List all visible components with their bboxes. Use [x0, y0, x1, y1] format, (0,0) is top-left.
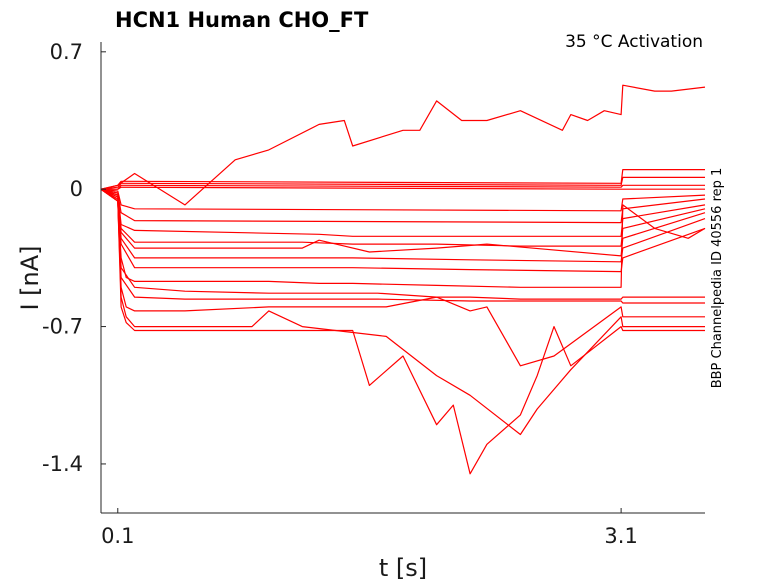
chart-annotation: 35 °C Activation [565, 32, 703, 52]
trace-9 [100, 188, 706, 247]
traces [100, 84, 706, 475]
y-tick-label: -1.4 [42, 452, 83, 476]
trace-6 [100, 188, 706, 212]
y-tick-label: -0.7 [42, 315, 83, 339]
y-axis-ticks: 0.7 0 -0.7 -1.4 [42, 40, 106, 476]
trace-1 [100, 84, 706, 206]
chart-title: HCN1 Human CHO_FT [115, 8, 369, 32]
trace-11 [100, 188, 706, 263]
trace-7 [100, 188, 706, 224]
trace-18 [100, 188, 705, 475]
trace-17 [100, 188, 705, 436]
y-tick-label: 0 [70, 177, 83, 201]
x-tick-label: 0.1 [101, 524, 134, 548]
plot-area: 0.7 0 -0.7 -1.4 0.1 3.1 [42, 40, 706, 548]
trace-3 [100, 176, 705, 190]
trace-2 [100, 169, 705, 190]
trace-16 [100, 188, 705, 367]
x-tick-label: 3.1 [604, 524, 637, 548]
trace-8 [100, 188, 706, 237]
trace-13 [100, 188, 706, 288]
x-axis-label: t [s] [379, 554, 427, 582]
side-label: BBP Channelpedia ID 40556 rep 1 [710, 168, 725, 389]
y-tick-label: 0.7 [50, 40, 83, 64]
y-axis-label: I [nA] [16, 245, 44, 310]
x-axis-ticks: 0.1 3.1 [101, 508, 638, 548]
trace-5 [101, 186, 705, 190]
